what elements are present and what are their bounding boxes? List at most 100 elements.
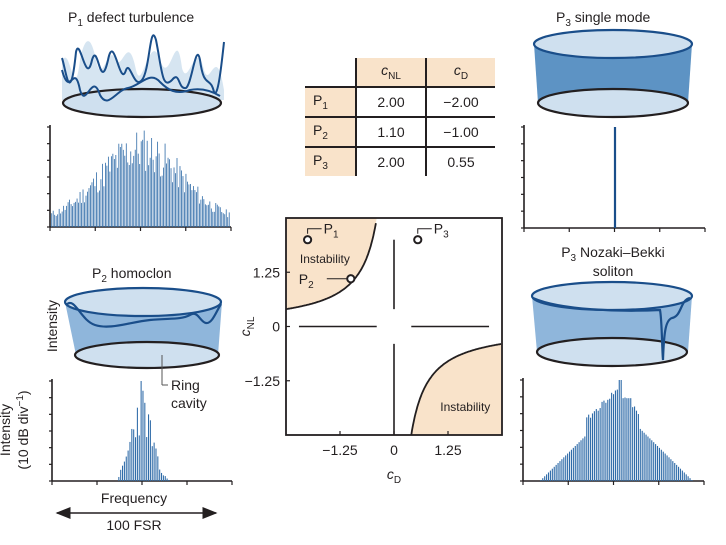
spectrum-bar <box>129 441 131 481</box>
spectrum-bar <box>72 206 73 227</box>
spectrum-bar <box>674 463 676 481</box>
y-tick-label: −1.25 <box>245 373 281 389</box>
spectrum-bar <box>618 380 620 481</box>
p3-nb-title: P3 Nozaki–Bekki <box>561 244 665 264</box>
spectrum-bar <box>96 172 97 227</box>
spectrum-bar <box>176 158 178 227</box>
spectrum-bar <box>142 139 144 227</box>
spectrum-bar <box>574 445 576 481</box>
spectrum-bar <box>681 470 683 481</box>
spectrum-bar <box>133 429 135 481</box>
spectrum-bar <box>204 204 206 227</box>
spectrum-bar <box>122 465 124 481</box>
p3-nb-title-line2: soliton <box>593 263 633 279</box>
spectrum-bar <box>164 476 166 481</box>
spectrum-bar <box>201 196 203 227</box>
p1-spectrum-bars <box>51 130 230 227</box>
spectrum-bar <box>84 202 85 227</box>
spectrum-bar <box>551 468 553 481</box>
instability-label-top-left: Instability <box>300 252 350 266</box>
spectrum-bar <box>689 478 691 481</box>
intensity-axis-label: Intensity <box>44 300 60 352</box>
spectrum-bar <box>588 414 590 481</box>
spectrum-bar <box>228 212 230 227</box>
spectrum-bar <box>639 428 641 481</box>
spectrum-bar <box>626 398 628 481</box>
spectrum-bar <box>168 480 170 481</box>
spectrum-bar <box>565 455 567 481</box>
spectrum-bar <box>66 205 68 227</box>
spectrum-bar <box>632 407 634 481</box>
spectrum-bar <box>190 183 191 227</box>
spectrum-bar <box>159 469 161 481</box>
spectrum-bar <box>582 438 584 481</box>
spectrum-bar <box>139 164 141 227</box>
spectrum-bar <box>161 472 163 481</box>
spectrum-bar <box>664 453 666 481</box>
intensity-db-label-line1: Intensity <box>0 404 13 456</box>
spectrum-bar <box>576 444 578 481</box>
spectrum-bar <box>110 156 112 227</box>
instability-boundary-top-left <box>285 223 377 310</box>
table-row: P1 2.00 −2.00 <box>305 86 495 117</box>
p3-single-spectrum-axes <box>521 125 706 232</box>
spectrum-bar <box>169 159 170 227</box>
spectrum-bar <box>641 430 643 481</box>
spectrum-bar <box>653 442 655 481</box>
spectrum-bar <box>158 153 160 227</box>
spectrum-bar <box>128 164 130 227</box>
spectrum-bar <box>160 176 161 227</box>
spectrum-bar <box>187 181 188 227</box>
spectrum-bar <box>178 187 179 227</box>
spectrum-bar <box>82 189 84 227</box>
spectrum-bar <box>91 182 93 227</box>
x-axis-title: cD <box>387 466 401 486</box>
spectrum-bar <box>122 149 124 227</box>
spectrum-bar <box>605 402 607 481</box>
spectrum-bar <box>172 182 173 227</box>
spectrum-bar <box>213 211 215 227</box>
spectrum-bar <box>149 157 151 227</box>
spectrum-bar <box>215 203 217 227</box>
spectrum-bar <box>590 417 592 481</box>
spectrum-bar <box>645 434 647 481</box>
spectrum-bar <box>540 480 542 481</box>
spectrum-bar <box>668 457 670 481</box>
spectrum-bar <box>595 409 597 481</box>
spectrum-bar <box>591 413 594 481</box>
spectrum-bar <box>57 214 59 227</box>
spectrum-bar <box>134 149 136 227</box>
spectrum-bar <box>154 172 156 227</box>
spectrum-bar <box>131 163 133 227</box>
spectrum-bar <box>628 398 630 481</box>
spectrum-bar <box>157 456 159 481</box>
y-tick-label: 0 <box>272 319 280 335</box>
spectrum-bar <box>87 191 88 227</box>
spectrum-bar <box>544 476 546 481</box>
spectrum-bar <box>155 156 157 227</box>
spectrum-bar <box>58 208 60 227</box>
spectrum-bar <box>670 459 672 481</box>
spectrum-bar <box>542 478 544 481</box>
spectrum-bar <box>97 192 99 227</box>
spectrum-bar <box>81 202 82 227</box>
spectrum-bar <box>194 190 196 227</box>
intensity-db-label-line2: (10 dB div−1) <box>15 390 31 469</box>
spectrum-bar <box>119 147 121 227</box>
spectrum-bar <box>227 217 229 227</box>
spectrum-bar <box>79 191 81 227</box>
spectrum-bar <box>182 176 184 227</box>
spectrum-bar <box>170 168 172 227</box>
spectrum-bar <box>113 159 115 227</box>
point-p1 <box>303 235 313 245</box>
spectrum-bar <box>142 390 144 481</box>
spectrum-bar <box>679 468 682 481</box>
spectrum-bar <box>580 440 582 481</box>
header-cnl: cNL <box>355 58 426 87</box>
spectrum-bar <box>175 173 176 227</box>
spectrum-bar <box>145 170 147 227</box>
p1-spectrum-axes <box>47 125 232 231</box>
spectrum-bar <box>67 202 69 227</box>
spectrum-bar <box>603 400 605 481</box>
